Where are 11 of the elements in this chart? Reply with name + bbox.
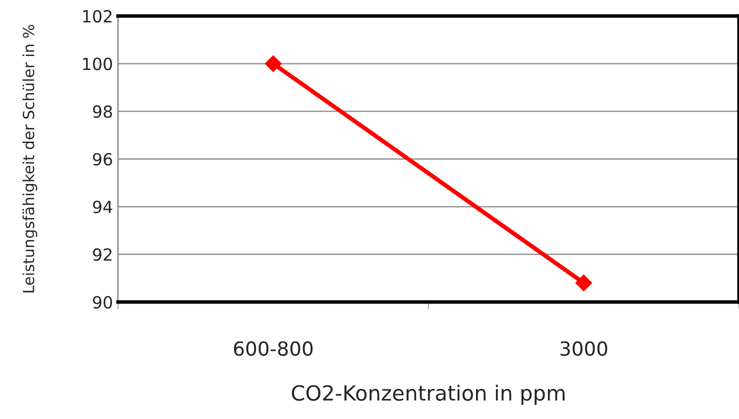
- y-tick-label: 92: [92, 248, 112, 261]
- y-tick-label: 98: [92, 105, 112, 118]
- y-tick-label: 102: [83, 10, 112, 23]
- x-tick-label: 600-800: [234, 341, 313, 356]
- x-tick-label: 3000: [560, 341, 608, 356]
- y-tick-label: 96: [92, 152, 112, 166]
- y-tick-label: 90: [92, 296, 112, 309]
- y-axis-title: Leistungsfähigkeit der Schüler in %: [22, 24, 38, 292]
- y-tick-label: 100: [83, 58, 112, 70]
- y-tick-label: 94: [92, 200, 112, 214]
- x-axis-title: CO2-Konzentration in ppm: [292, 384, 565, 405]
